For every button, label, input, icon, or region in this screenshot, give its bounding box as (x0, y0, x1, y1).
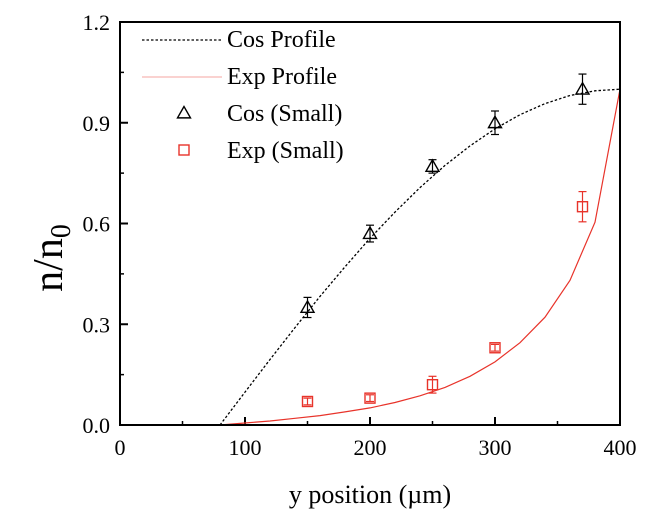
data-point (487, 114, 503, 129)
series-cos-small (299, 73, 591, 319)
x-tick-label: 100 (229, 435, 262, 460)
y-tick-label: 0.6 (83, 212, 111, 237)
y-axis-label-main: n/n (26, 238, 72, 292)
series-exp-profile (219, 89, 621, 426)
legend-label: Exp (Small) (227, 138, 344, 164)
data-point (301, 395, 314, 408)
x-tick-label: 0 (115, 435, 126, 460)
y-tick-label: 0.9 (83, 111, 111, 136)
x-tick-label: 400 (604, 435, 637, 460)
legend-item: Exp Profile (142, 64, 337, 90)
data-point (424, 158, 441, 172)
x-tick-label: 200 (354, 435, 387, 460)
data-point (576, 201, 589, 213)
series-cos-profile (219, 88, 621, 426)
data-point (426, 379, 439, 391)
y-tick-label: 1.2 (83, 10, 111, 35)
legend: Cos Profile Exp Profile Cos (Small) Exp (Sm… (142, 27, 344, 164)
data-point (489, 342, 501, 354)
series-exp-small (301, 190, 589, 408)
legend-item: Cos (Small) (176, 101, 342, 127)
data-point (299, 299, 316, 314)
legend-label: Exp Profile (227, 64, 337, 90)
series-line (219, 88, 621, 426)
axis-ticks (119, 21, 621, 426)
data-point (362, 225, 378, 240)
y-tick-label: 0.0 (83, 413, 111, 438)
x-axis-label: y position (µm) (289, 480, 451, 509)
legend-item: Cos Profile (142, 27, 336, 53)
y-axis-label: n/n0 (26, 224, 77, 292)
legend-swatch-marker (178, 144, 190, 156)
y-tick-label: 0.3 (83, 312, 111, 337)
plot-series (219, 73, 621, 426)
data-point (574, 81, 591, 95)
series-line (219, 89, 621, 426)
legend-label: Cos (Small) (227, 101, 342, 127)
tick-labels: 0 100 200 300 400 0.0 0.3 0.6 0.9 1.2 (83, 10, 637, 460)
legend-label: Cos Profile (227, 27, 336, 53)
legend-item: Exp (Small) (178, 138, 344, 164)
y-axis-label-subscript: 0 (46, 224, 77, 238)
legend-swatch-marker (176, 105, 192, 119)
data-point (364, 392, 376, 404)
plot-frame (119, 21, 621, 426)
x-tick-label: 300 (479, 435, 512, 460)
